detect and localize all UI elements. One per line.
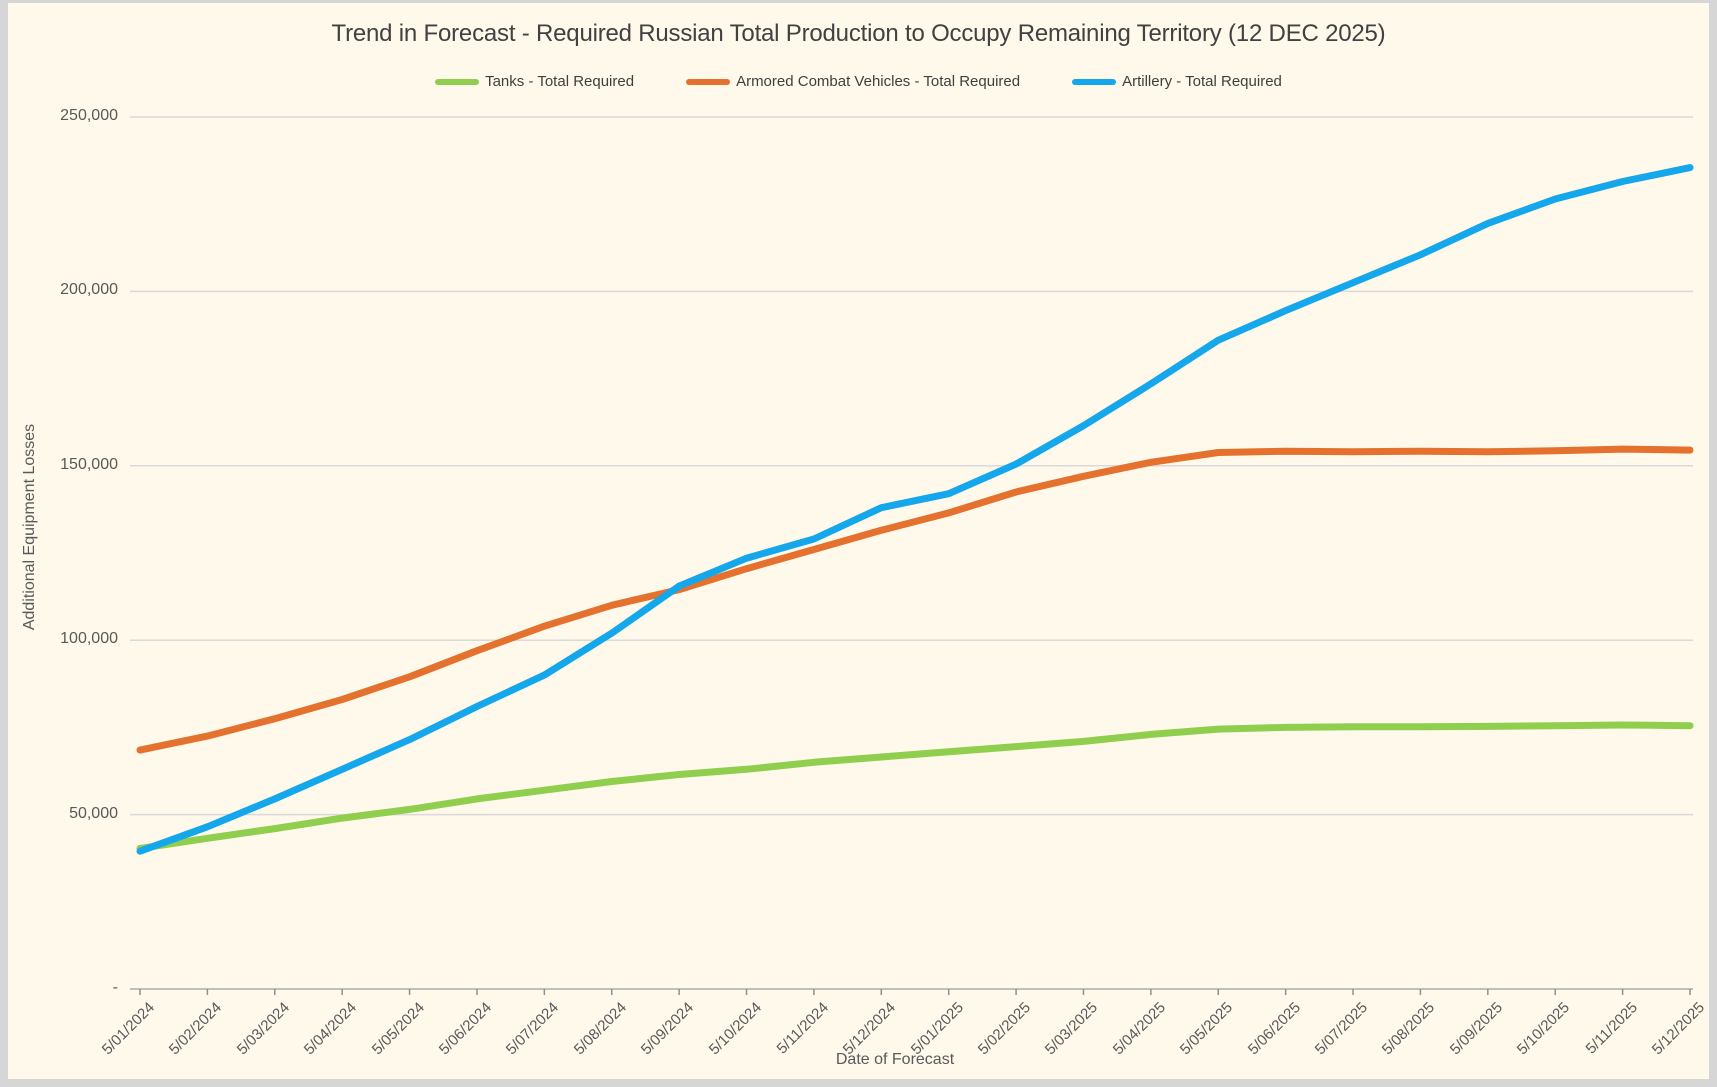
y-tick-label: - [112,979,118,996]
legend-line-marker-icon [435,78,480,85]
legend-item: Armored Combat Vehicles - Total Required [686,73,1020,90]
y-tick-label: 150,000 [60,455,118,473]
series-line-armored [136,445,1694,754]
chart-title: Trend in Forecast - Required Russian Tot… [331,20,1386,47]
legend-line-marker-icon [1072,78,1117,85]
legend-item: Tanks - Total Required [435,73,634,90]
legend: Tanks - Total Required Armored Combat Veh… [8,73,1709,90]
legend-line-marker-icon [686,78,731,85]
series-line-tanks [136,721,1694,852]
y-axis-title: Additional Equipment Losses [21,423,38,631]
y-tick-label: 250,000 [60,107,118,124]
legend-label: Tanks - Total Required [485,73,635,90]
x-axis-title: Date of Forecast [835,1051,955,1068]
y-tick-label: 50,000 [69,804,118,822]
legend-label: Armored Combat Vehicles - Total Required [736,73,1021,90]
y-tick-label: 100,000 [60,630,118,648]
legend-label: Artillery - Total Required [1122,73,1282,90]
y-tick-label: 200,000 [60,281,118,299]
legend-item: Artillery - Total Required [1072,73,1282,90]
chart-canvas: Trend in Forecast - Required Russian Tot… [8,3,1709,1079]
series-line-artillery [136,164,1694,855]
plot-area [130,116,1694,995]
